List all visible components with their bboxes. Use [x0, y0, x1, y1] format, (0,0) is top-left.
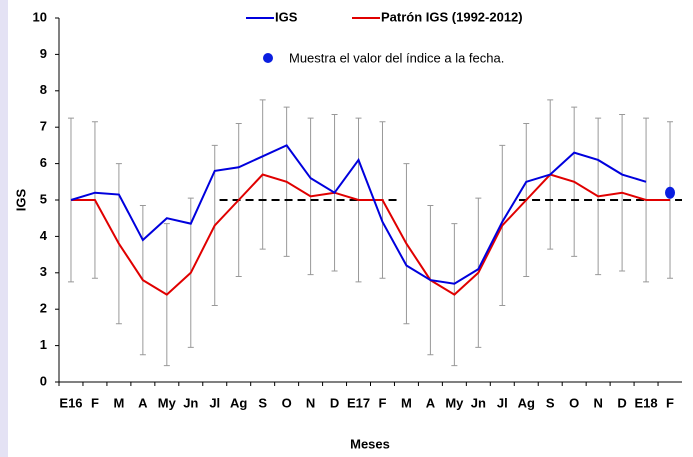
legend-label: Muestra el valor del índice a la fecha.	[289, 50, 504, 65]
y-tick-label: 10	[33, 9, 47, 24]
x-tick-label: S	[258, 395, 267, 410]
y-tick-label: 5	[40, 191, 47, 206]
x-tick-label: E16	[59, 395, 82, 410]
y-tick-label: 3	[40, 264, 47, 279]
y-tick-label: 9	[40, 46, 47, 61]
x-tick-label: Ag	[518, 395, 535, 410]
x-tick-label: Jl	[497, 395, 508, 410]
current-marker	[665, 186, 676, 199]
x-tick-label: N	[593, 395, 602, 410]
x-tick-label: O	[282, 395, 292, 410]
x-tick-label: Jl	[209, 395, 220, 410]
side-strip	[0, 0, 8, 457]
x-tick-label: My	[158, 395, 177, 410]
series-line	[70, 144, 647, 285]
x-tick-label: A	[138, 395, 148, 410]
x-tick-label: S	[546, 395, 555, 410]
x-axis-title: Meses	[350, 436, 390, 451]
x-tick-label: M	[401, 395, 412, 410]
x-tick-label: E17	[347, 395, 370, 410]
y-tick-label: 6	[40, 155, 47, 170]
x-tick-label: F	[666, 395, 674, 410]
x-tick-label: D	[330, 395, 339, 410]
y-tick-label: 2	[40, 301, 47, 316]
x-tick-label: F	[379, 395, 387, 410]
x-tick-label: A	[426, 395, 436, 410]
y-tick-label: 7	[40, 119, 47, 134]
x-tick-label: F	[91, 395, 99, 410]
legend-label: IGS	[275, 9, 298, 24]
legend-marker	[263, 53, 273, 63]
y-axis-title: IGS	[13, 188, 28, 211]
x-tick-label: M	[113, 395, 124, 410]
x-tick-label: D	[617, 395, 626, 410]
series-line	[70, 173, 671, 296]
x-tick-label: Ag	[230, 395, 247, 410]
x-tick-label: N	[306, 395, 315, 410]
x-tick-label: O	[569, 395, 579, 410]
y-tick-label: 1	[40, 337, 47, 352]
y-tick-label: 0	[40, 373, 47, 388]
legend-label: Patrón IGS (1992-2012)	[381, 9, 523, 24]
y-tick-label: 4	[40, 228, 48, 243]
x-tick-label: Jn	[471, 395, 486, 410]
x-tick-label: My	[445, 395, 464, 410]
x-tick-label: Jn	[183, 395, 198, 410]
x-tick-label: E18	[634, 395, 657, 410]
y-tick-label: 8	[40, 82, 47, 97]
